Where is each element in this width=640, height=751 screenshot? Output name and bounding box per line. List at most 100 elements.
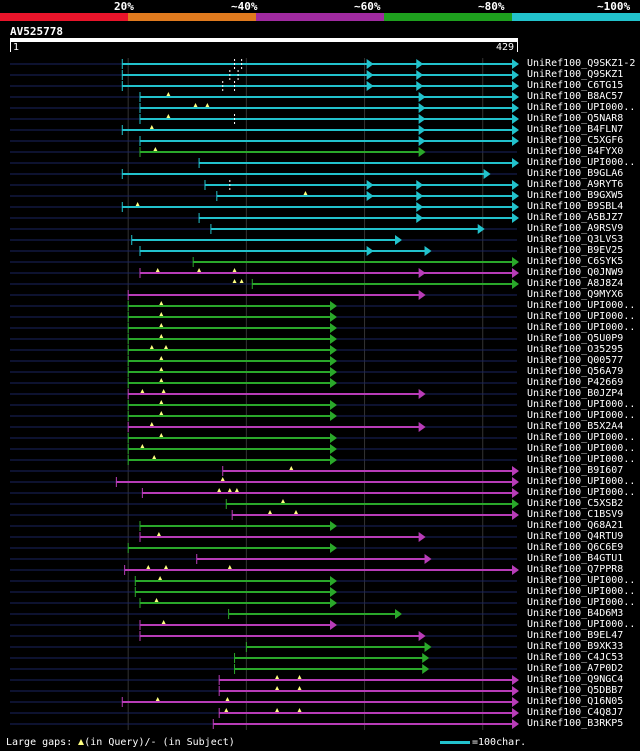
- hit-label[interactable]: UniRef100_C4Q8J7: [527, 707, 624, 718]
- hit-label[interactable]: UniRef100_UPI000..: [527, 586, 636, 597]
- hit-label[interactable]: UniRef100_UPI000..: [527, 322, 636, 333]
- hit-label[interactable]: UniRef100_UPI000..: [527, 597, 636, 608]
- hit-label[interactable]: UniRef100_B9GLA6: [527, 168, 624, 179]
- hit-label[interactable]: UniRef100_B3RKP5: [527, 718, 624, 729]
- hit-arrow: [366, 81, 374, 91]
- hit-label[interactable]: UniRef100_Q5U0P9: [527, 333, 624, 344]
- hit-label[interactable]: UniRef100_UPI000..: [527, 157, 636, 168]
- insert-marker: [227, 565, 232, 569]
- hit-arrow: [330, 301, 337, 311]
- hit-arrow: [418, 103, 426, 113]
- insert-marker: [166, 114, 171, 118]
- hit-arrow: [512, 686, 519, 696]
- hit-arrow: [330, 444, 337, 454]
- hit-label[interactable]: UniRef100_C6TG15: [527, 80, 624, 91]
- insert-marker: [152, 455, 157, 459]
- insert-marker: [205, 103, 210, 107]
- hit-label[interactable]: UniRef100_Q9NGC4: [527, 674, 624, 685]
- hit-label[interactable]: UniRef100_Q00577: [527, 355, 624, 366]
- insert-marker: [159, 356, 164, 360]
- hit-label[interactable]: UniRef100_UPI000..: [527, 575, 636, 586]
- hit-label[interactable]: UniRef100_C5XGF6: [527, 135, 624, 146]
- hit-label[interactable]: UniRef100_C4JC53: [527, 652, 624, 663]
- hit-label[interactable]: UniRef100_Q56A79: [527, 366, 624, 377]
- color-scale: 20% ~40% ~60% ~80% ~100%: [0, 0, 640, 24]
- insert-marker: [149, 345, 154, 349]
- insert-marker: [297, 708, 302, 712]
- hit-label[interactable]: UniRef100_B4FLN7: [527, 124, 624, 135]
- hit-label[interactable]: UniRef100_Q5DBB7: [527, 685, 624, 696]
- hit-label[interactable]: UniRef100_UPI000..: [527, 311, 636, 322]
- hit-label[interactable]: UniRef100_Q7PPR8: [527, 564, 624, 575]
- hit-label[interactable]: UniRef100_Q0JNW9: [527, 267, 624, 278]
- hit-label[interactable]: UniRef100_Q5NAR8: [527, 113, 624, 124]
- insert-marker: [135, 202, 140, 206]
- hit-label[interactable]: UniRef100_B9EV25: [527, 245, 624, 256]
- hit-label[interactable]: UniRef100_C5XSB2: [527, 498, 624, 509]
- hit-label[interactable]: UniRef100_Q4RTU9: [527, 531, 624, 542]
- hit-label[interactable]: UniRef100_UPI000..: [527, 102, 636, 113]
- hit-arrow: [422, 653, 430, 663]
- insert-marker: [275, 675, 280, 679]
- scale-label: ~40%: [231, 0, 258, 13]
- hit-arrow: [512, 697, 519, 707]
- hit-arrow: [418, 92, 426, 102]
- hit-arrow: [512, 279, 519, 289]
- hit-label[interactable]: UniRef100_B4GTU1: [527, 553, 624, 564]
- hit-arrow: [366, 70, 374, 80]
- hit-label[interactable]: UniRef100_Q6C6E9: [527, 542, 624, 553]
- insert-marker: [217, 488, 222, 492]
- hit-arrow: [366, 246, 374, 256]
- hit-label[interactable]: UniRef100_Q9MYX6: [527, 289, 624, 300]
- scale-segment: [384, 13, 512, 21]
- hit-label[interactable]: UniRef100_UPI000..: [527, 399, 636, 410]
- insert-marker: [303, 191, 308, 195]
- hit-arrow: [512, 158, 519, 168]
- hit-arrow: [366, 59, 374, 69]
- hit-label[interactable]: UniRef100_B5X2A4: [527, 421, 624, 432]
- insert-marker: [159, 323, 164, 327]
- hit-label[interactable]: UniRef100_B4D6M3: [527, 608, 624, 619]
- hit-label[interactable]: UniRef100_A9RYT6: [527, 179, 624, 190]
- hit-label[interactable]: UniRef100_Q16N05: [527, 696, 624, 707]
- hit-label[interactable]: UniRef100_C1BSV9: [527, 509, 624, 520]
- hit-label[interactable]: UniRef100_C6SYK5: [527, 256, 624, 267]
- insert-marker: [193, 103, 198, 107]
- hit-label[interactable]: UniRef100_O35295: [527, 344, 624, 355]
- hit-label[interactable]: UniRef100_UPI000..: [527, 476, 636, 487]
- hit-label[interactable]: UniRef100_P42669: [527, 377, 624, 388]
- scale-label: 20%: [114, 0, 134, 13]
- insert-marker: [158, 576, 163, 580]
- hit-arrow: [330, 521, 337, 531]
- hit-label[interactable]: UniRef100_B0JZP4: [527, 388, 624, 399]
- hit-label[interactable]: UniRef100_UPI000..: [527, 487, 636, 498]
- hit-label[interactable]: UniRef100_UPI000..: [527, 454, 636, 465]
- hit-arrow: [512, 81, 519, 91]
- hit-arrow: [512, 202, 519, 212]
- hit-label[interactable]: UniRef100_B8AC57: [527, 91, 624, 102]
- hit-label[interactable]: UniRef100_B9I607: [527, 465, 624, 476]
- hit-arrow: [330, 378, 337, 388]
- hit-label[interactable]: UniRef100_Q9SKZ1: [527, 69, 624, 80]
- insert-marker: [297, 675, 302, 679]
- hit-label[interactable]: UniRef100_B9EL47: [527, 630, 624, 641]
- hit-label[interactable]: UniRef100_Q68A21: [527, 520, 624, 531]
- hit-label[interactable]: UniRef100_A9RSV9: [527, 223, 624, 234]
- hit-label[interactable]: UniRef100_A5BJZ7: [527, 212, 624, 223]
- hit-label[interactable]: UniRef100_Q3LVS3: [527, 234, 624, 245]
- hit-label[interactable]: UniRef100_UPI000..: [527, 300, 636, 311]
- hit-label[interactable]: UniRef100_UPI000..: [527, 619, 636, 630]
- hit-label[interactable]: UniRef100_UPI000..: [527, 432, 636, 443]
- hit-arrow: [330, 356, 337, 366]
- insert-marker: [159, 312, 164, 316]
- hit-label[interactable]: UniRef100_B9XK33: [527, 641, 624, 652]
- hit-label[interactable]: UniRef100_A7P0D2: [527, 663, 624, 674]
- hit-label[interactable]: UniRef100_A8J8Z4: [527, 278, 624, 289]
- hit-arrow: [395, 609, 402, 619]
- hit-label[interactable]: UniRef100_UPI000..: [527, 443, 636, 454]
- hit-label[interactable]: UniRef100_B9GXW5: [527, 190, 624, 201]
- hit-label[interactable]: UniRef100_Q9SKZ1-2: [527, 58, 636, 69]
- hit-label[interactable]: UniRef100_B9SBL4: [527, 201, 624, 212]
- hit-label[interactable]: UniRef100_B4FYX0: [527, 146, 624, 157]
- hit-label[interactable]: UniRef100_UPI000..: [527, 410, 636, 421]
